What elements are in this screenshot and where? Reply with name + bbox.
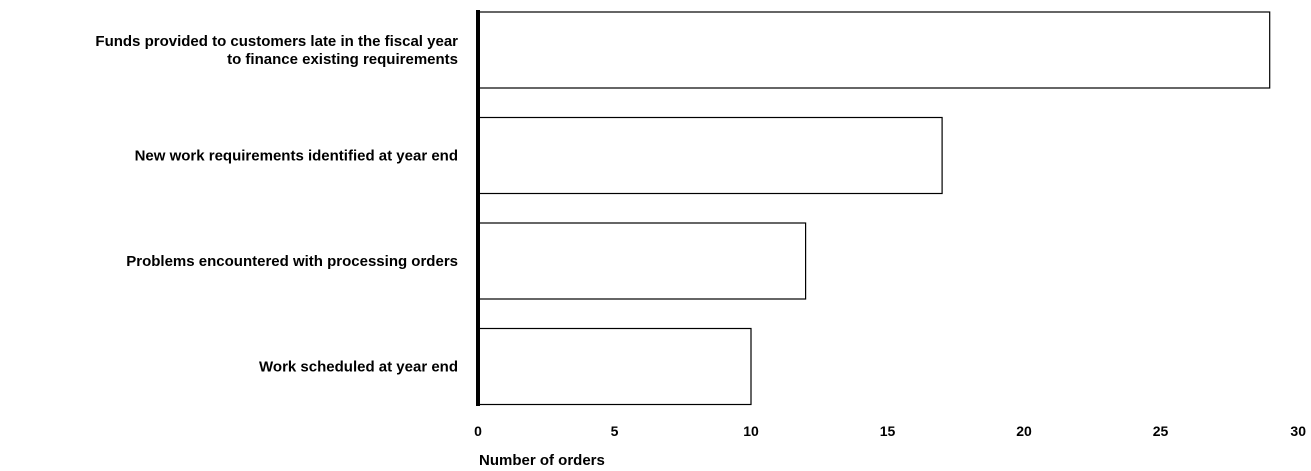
x-tick-label-0: 0 <box>474 423 482 439</box>
x-tick-label-20: 20 <box>1016 423 1032 439</box>
bar-3 <box>477 222 807 300</box>
x-tick-label-15: 15 <box>880 423 896 439</box>
bars-group <box>477 11 1271 406</box>
category-label-1-line-2: to finance existing requirements <box>227 51 458 68</box>
bar-2 <box>477 116 943 195</box>
bar-1 <box>477 11 1271 89</box>
category-label-2-line-1: New work requirements identified at year… <box>135 148 458 165</box>
x-tick-labels: 0 5 10 15 20 25 30 <box>474 423 1306 439</box>
x-tick-label-25: 25 <box>1153 423 1169 439</box>
bar-4 <box>477 327 752 406</box>
category-label-1-line-1: Funds provided to customers late in the … <box>95 33 458 50</box>
x-tick-label-30: 30 <box>1290 423 1306 439</box>
x-tick-label-5: 5 <box>611 423 619 439</box>
x-tick-label-10: 10 <box>743 423 759 439</box>
category-label-3-line-1: Problems encountered with processing ord… <box>126 253 458 270</box>
category-label-4-line-1: Work scheduled at year end <box>259 359 458 376</box>
x-axis-title: Number of orders <box>479 452 605 469</box>
category-labels: Funds provided to customers late in the … <box>95 33 458 376</box>
